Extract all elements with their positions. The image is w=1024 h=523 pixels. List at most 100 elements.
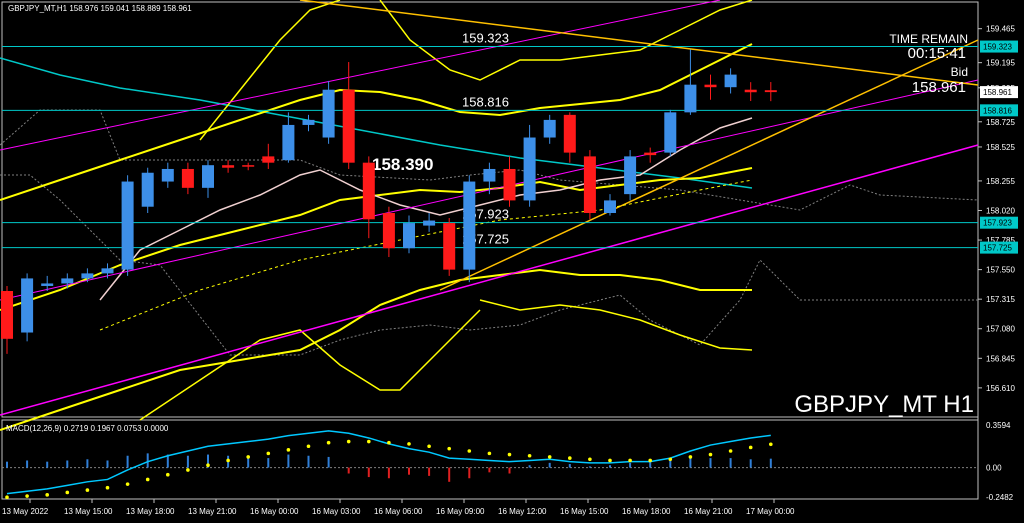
macd-signal-dot	[226, 458, 230, 463]
time-tick-label: 16 May 15:00	[560, 507, 609, 516]
channel-magenta-1	[0, 0, 721, 151]
candle-bull	[121, 181, 134, 270]
candle-bull	[21, 278, 34, 333]
candle-bear	[1, 291, 13, 339]
candle-bear	[764, 90, 777, 93]
time-tick-label: 13 May 21:00	[188, 507, 237, 516]
price-tick-label: 156.610	[986, 384, 1015, 393]
time-tick-label: 16 May 09:00	[436, 507, 485, 516]
candle-bear	[744, 89, 757, 93]
candle-bull	[403, 223, 415, 249]
macd-signal-dot	[25, 494, 29, 498]
macd-signal-dot	[628, 458, 632, 463]
candle-bear	[362, 162, 375, 220]
macd-signal-dot	[246, 455, 250, 459]
macd-signal-dot	[588, 457, 592, 462]
macd-signal-dot	[5, 495, 9, 500]
candle-bull	[41, 283, 54, 286]
bid-value: 158.961	[912, 79, 966, 96]
candle-bull	[523, 137, 536, 201]
band-outer-upper-2	[379, 0, 753, 81]
candle-bear	[583, 156, 596, 213]
candle-bear	[181, 168, 194, 188]
price-axis-ticks: 159.465159.195158.995158.725158.525158.2…	[978, 25, 1015, 393]
candle-bear	[222, 165, 235, 168]
band-outer-lower-2	[139, 309, 481, 421]
candle-bear	[563, 114, 576, 153]
macd-signal-dot	[407, 442, 411, 446]
time-tick-label: 13 May 2022	[2, 507, 49, 516]
macd-signal-dot	[748, 445, 753, 450]
macd-signal-dot	[487, 451, 492, 456]
macd-axis-ticks: 0.3594 0.00 -0.2482	[986, 421, 1014, 502]
time-tick-label: 16 May 00:00	[250, 507, 299, 516]
price-tag-box	[980, 241, 1018, 254]
time-tick-label: 16 May 06:00	[374, 507, 423, 516]
time-tick-label: 16 May 18:00	[622, 507, 671, 516]
band-upper	[0, 43, 753, 201]
time-tick-label: 13 May 18:00	[126, 507, 175, 516]
macd-signal-dot	[286, 448, 291, 452]
candle-bull	[624, 156, 637, 195]
macd-main-line	[6, 430, 771, 495]
time-tick-label: 13 May 15:00	[64, 507, 113, 516]
time-tick-label: 17 May 00:00	[746, 507, 795, 516]
macd-signal-dot	[206, 463, 210, 468]
dashed-ma	[99, 179, 753, 331]
price-tick-label: 156.845	[986, 354, 1015, 363]
candle-bear	[262, 156, 275, 163]
macd-signal-dot	[306, 444, 311, 449]
macd-signal-dot	[447, 446, 452, 451]
time-tick-label: 16 May 12:00	[498, 507, 547, 516]
price-tag-box	[980, 40, 1018, 53]
price-tag-box	[980, 216, 1018, 229]
candle-bull	[724, 74, 737, 88]
candle-bull	[141, 172, 154, 207]
price-tick-label: 158.020	[986, 206, 1015, 215]
candle-bull	[543, 119, 556, 138]
candle-bull	[684, 84, 697, 113]
band-outer-lower	[479, 299, 753, 351]
price-tick-label: 158.725	[986, 118, 1015, 127]
candle-bull	[483, 168, 496, 182]
price-axis-tags: 159.323 158.961 158.816 157.923 157.725	[980, 40, 1018, 254]
macd-signal-dot	[186, 468, 190, 472]
candle-bull	[423, 220, 436, 226]
candle-bear	[503, 168, 516, 201]
macd-signal-dot	[547, 455, 552, 459]
time-remain-value: 00:15:41	[908, 45, 966, 62]
price-tag-label: 158.816	[983, 106, 1012, 115]
macd-signal-dot	[708, 452, 713, 457]
macd-signal-dot	[608, 458, 612, 463]
macd-signal-dot	[527, 453, 532, 458]
macd-signal-dot	[769, 442, 773, 447]
candle-bear	[644, 152, 657, 156]
candle-bear	[443, 223, 456, 270]
channel-magenta-3	[0, 144, 979, 416]
macd-signal-dot	[145, 477, 150, 482]
macd-signal-dot	[467, 449, 472, 453]
macd-signal-dot	[668, 457, 673, 462]
candle-bull	[664, 112, 677, 153]
macd-signal-dot	[166, 472, 170, 477]
macd-label: MACD(12,26,9) 0.2719 0.1967 0.0753 0.000…	[6, 424, 169, 433]
candle-bull	[61, 278, 74, 284]
macd-signal-dot	[326, 440, 331, 445]
symbol-watermark: GBPJPY_MT H1	[794, 391, 974, 418]
bid-label: Bid	[951, 65, 968, 79]
price-tag-label: 158.961	[983, 88, 1012, 97]
time-remain-label: TIME REMAIN	[889, 32, 968, 46]
macd-signal-dot	[85, 488, 90, 492]
price-tick-label: 159.465	[986, 25, 1015, 34]
time-axis-ticks: 13 May 2022 13 May 15:00 13 May 18:00 13 Ma…	[2, 499, 795, 516]
price-tick-label: 157.315	[986, 295, 1015, 304]
price-tick-label: 157.550	[986, 266, 1015, 275]
macd-signal-dot	[507, 452, 512, 457]
price-tick-label: 158.525	[986, 143, 1015, 152]
macd-signal-dot	[688, 455, 693, 459]
macd-signal-dot	[105, 485, 110, 490]
macd-signal-dot	[568, 456, 572, 460]
price-tag-label: 157.923	[983, 219, 1012, 228]
